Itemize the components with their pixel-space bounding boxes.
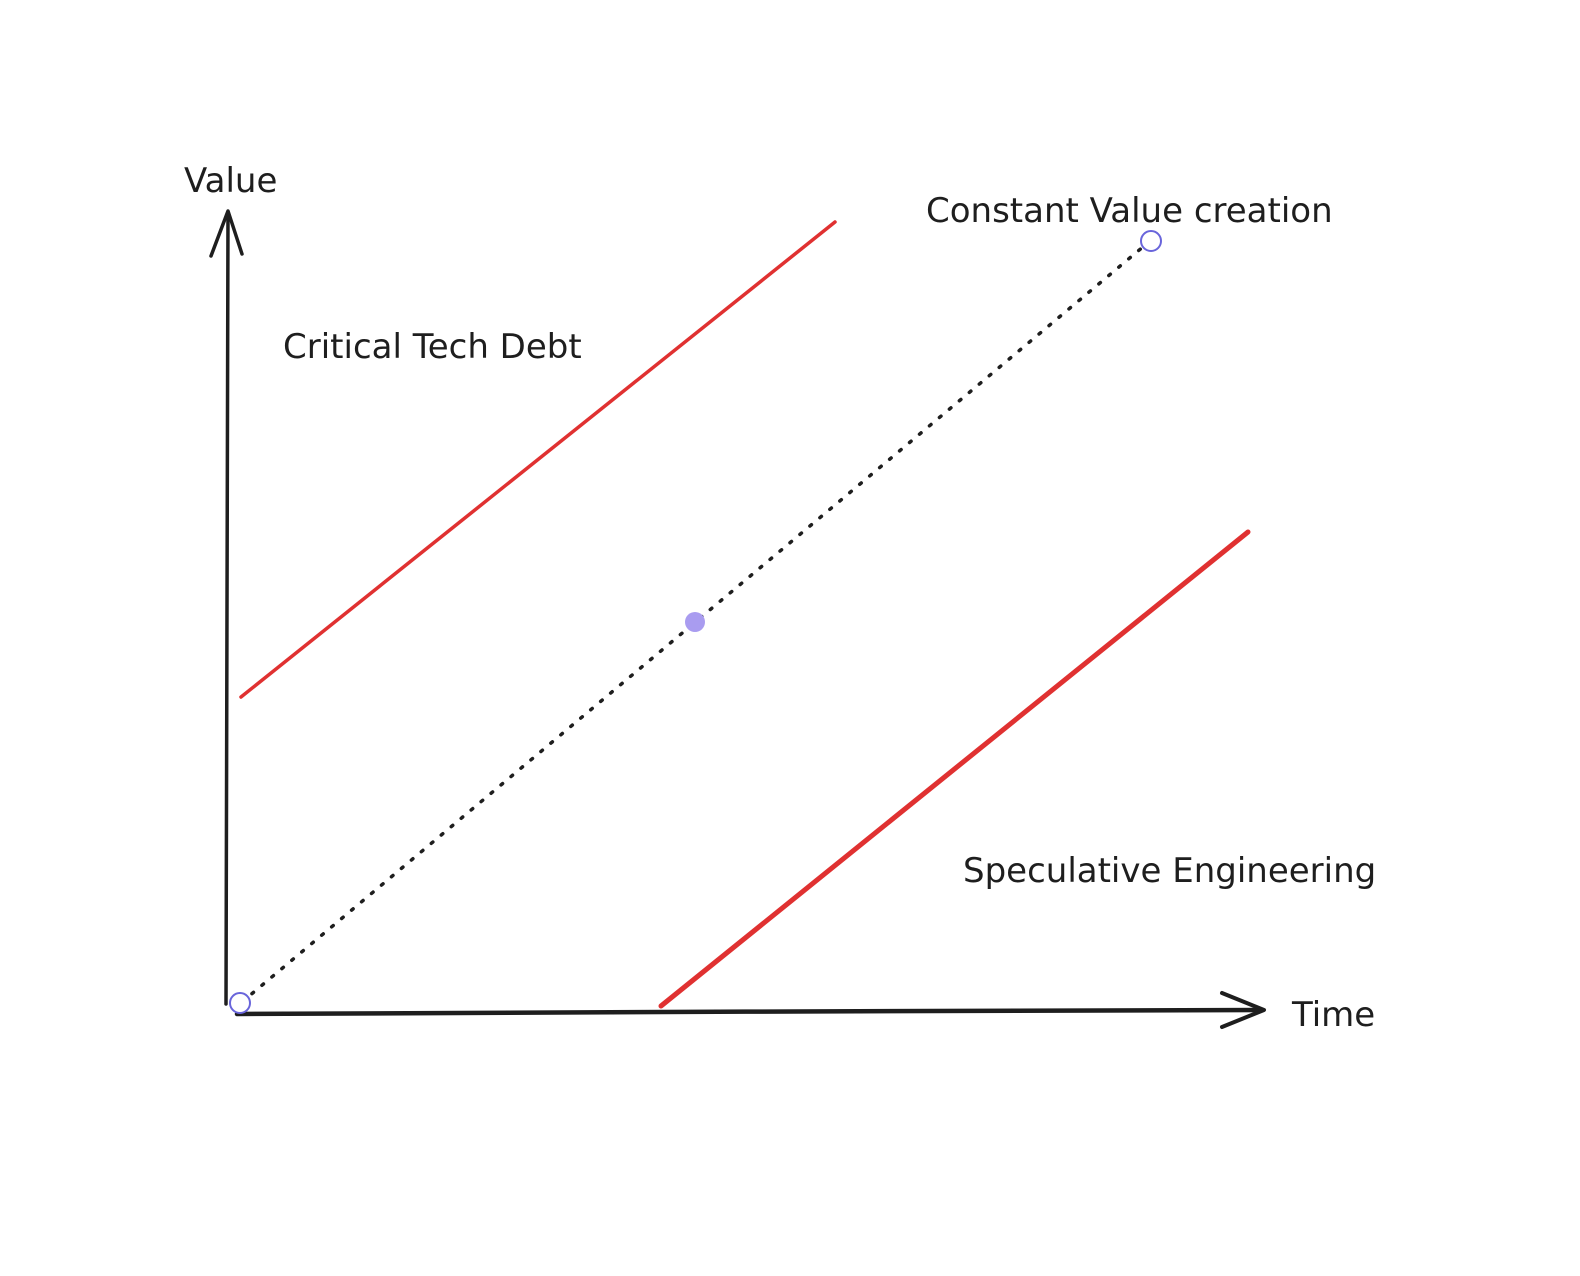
critical-tech-debt-label: Critical Tech Debt [283,327,582,367]
constant-value-creation-label: Constant Value creation [926,191,1333,231]
critical-tech-debt-boundary-line[interactable] [239,220,837,699]
x-axis-arrowhead [1220,991,1266,1029]
y-axis-line [224,210,230,1006]
x-axis-line [234,1007,1265,1017]
line-start-handle[interactable] [229,992,251,1014]
speculative-engineering-boundary-line[interactable] [658,529,1251,1009]
y-axis-label: Value [184,161,277,201]
y-axis-arrowhead [209,209,244,258]
line-midpoint-handle[interactable] [685,612,705,632]
speculative-engineering-label: Speculative Engineering [963,851,1376,891]
line-end-handle[interactable] [1140,230,1162,252]
x-axis-label: Time [1291,995,1375,1035]
y-axis [209,209,244,1006]
x-axis [234,991,1266,1029]
constant-value-creation-line[interactable] [240,239,1152,1004]
